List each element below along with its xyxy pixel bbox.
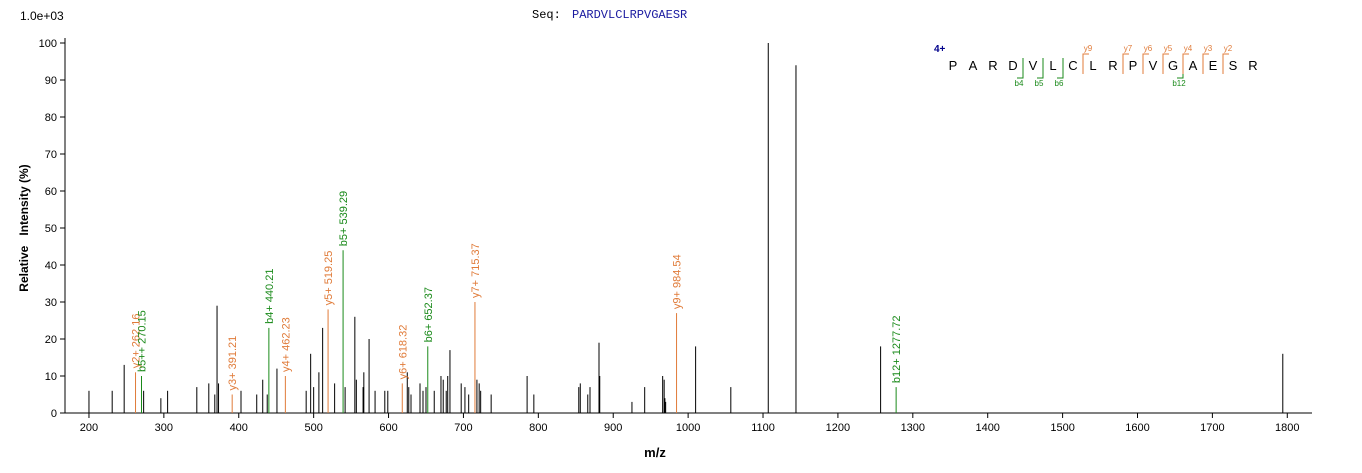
- y-tick-label: 90: [45, 75, 57, 87]
- peak-label: y5+ 519.25: [323, 251, 335, 306]
- peak-label: b6+ 652.37: [423, 287, 435, 342]
- y-ion-marker: [1122, 53, 1129, 74]
- residue: R: [1108, 58, 1117, 73]
- y-ion-marker: [1082, 53, 1089, 74]
- peak-label: y9+ 984.54: [672, 254, 684, 309]
- b-ion-label: b6: [1055, 79, 1064, 88]
- y-axis-label: Relative Intensity (%): [17, 164, 31, 291]
- y-tick-label: 30: [45, 297, 57, 309]
- residue: A: [1189, 58, 1198, 73]
- chart-title: PARDVLCLRPVGAESR: [572, 8, 687, 22]
- y-tick-label: 60: [45, 186, 57, 198]
- y-ion-marker: [1202, 53, 1209, 74]
- y-ion-label: y6: [1144, 44, 1153, 53]
- residue: L: [1089, 58, 1096, 73]
- residue: V: [1029, 58, 1038, 73]
- x-tick-label: 1400: [975, 422, 999, 434]
- residue: A: [969, 58, 978, 73]
- y-tick-label: 20: [45, 334, 57, 346]
- residue: S: [1229, 58, 1238, 73]
- x-tick-label: 1800: [1275, 422, 1299, 434]
- peak-label: y6+ 618.32: [397, 325, 409, 380]
- y-ion-marker: [1182, 53, 1189, 74]
- x-tick-label: 500: [304, 422, 322, 434]
- y-tick-label: 40: [45, 260, 57, 272]
- residue: L: [1049, 58, 1056, 73]
- x-tick-label: 1300: [901, 422, 925, 434]
- x-tick-label: 600: [379, 422, 397, 434]
- y-tick-label: 70: [45, 149, 57, 161]
- y-tick-label: 80: [45, 112, 57, 124]
- y-ion-label: y9: [1084, 44, 1093, 53]
- y-tick-label: 100: [39, 38, 57, 50]
- peak-label: y3+ 391.21: [227, 336, 239, 391]
- scale-label: 1.0e+03: [20, 9, 64, 23]
- title-prefix: Seq:: [532, 8, 561, 22]
- y-tick-label: 0: [51, 408, 57, 420]
- x-tick-label: 900: [604, 422, 622, 434]
- y-ion-label: y3: [1204, 44, 1213, 53]
- y-ion-marker: [1142, 53, 1149, 74]
- residue: P: [949, 58, 958, 73]
- residue: D: [1008, 58, 1017, 73]
- y-ion-label: y7: [1124, 44, 1133, 53]
- peak-label: b12+ 1277.72: [891, 315, 903, 383]
- y-tick-label: 50: [45, 223, 57, 235]
- x-tick-label: 1100: [751, 422, 775, 434]
- y-tick-label: 10: [45, 371, 57, 383]
- x-tick-label: 200: [80, 422, 98, 434]
- x-tick-label: 800: [529, 422, 547, 434]
- y-ion-label: y5: [1164, 44, 1173, 53]
- peak-label: b4+ 440.21: [264, 269, 276, 324]
- y-ion-marker: [1222, 53, 1229, 74]
- x-tick-label: 300: [155, 422, 173, 434]
- y-ion-label: y2: [1224, 44, 1233, 53]
- b-ion-marker: [1037, 58, 1044, 79]
- residue: G: [1168, 58, 1178, 73]
- residue: C: [1068, 58, 1077, 73]
- charge-label: 4+: [934, 44, 946, 55]
- x-tick-label: 1200: [826, 422, 850, 434]
- residue: V: [1149, 58, 1158, 73]
- y-ion-label: y4: [1184, 44, 1193, 53]
- b-ion-marker: [1017, 58, 1024, 79]
- peak-label: b5+ 539.29: [338, 191, 350, 246]
- b-ion-marker: [1057, 58, 1064, 79]
- residue: E: [1209, 58, 1218, 73]
- residue: R: [988, 58, 997, 73]
- peak-label: y4+ 462.23: [280, 317, 292, 372]
- x-tick-label: 1700: [1200, 422, 1224, 434]
- peak-label: b5++ 270.15: [137, 310, 149, 372]
- x-tick-label: 1000: [676, 422, 700, 434]
- residue: R: [1248, 58, 1257, 73]
- b-ion-label: b12: [1172, 79, 1186, 88]
- y-ion-marker: [1162, 53, 1169, 74]
- x-axis-label: m/z: [644, 445, 666, 460]
- x-tick-label: 1500: [1050, 422, 1074, 434]
- residue: P: [1129, 58, 1138, 73]
- x-tick-label: 400: [230, 422, 248, 434]
- x-tick-label: 1600: [1125, 422, 1149, 434]
- b-ion-label: b4: [1015, 79, 1024, 88]
- x-tick-label: 700: [454, 422, 472, 434]
- peak-label: y7+ 715.37: [470, 243, 482, 298]
- b-ion-label: b5: [1035, 79, 1044, 88]
- peak-label: y2+ 262.16: [131, 314, 143, 369]
